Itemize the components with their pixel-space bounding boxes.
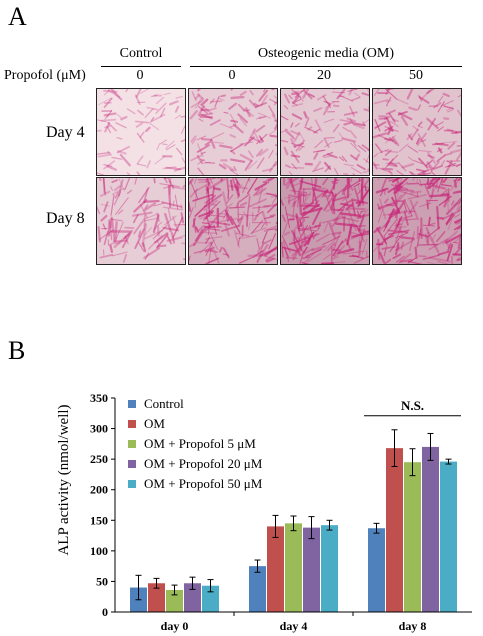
y-tick-label: 150 — [90, 513, 108, 527]
stain-image-tile — [372, 177, 462, 265]
bar — [148, 583, 165, 612]
stain-image-tile — [96, 177, 186, 265]
panel-a-letter: A — [8, 2, 27, 31]
bar — [303, 527, 320, 612]
y-tick-label: 250 — [90, 452, 108, 466]
stain-image-tile — [188, 177, 278, 265]
control-group-rule — [101, 66, 181, 67]
legend-label: OM + Propofol 20 μM — [144, 456, 263, 471]
row-label-day-8: Day 8 — [46, 210, 85, 227]
bar — [202, 585, 219, 612]
bar — [404, 462, 421, 612]
stain-image-tile — [188, 88, 278, 176]
stain-image-tile — [96, 88, 186, 176]
y-tick-label: 300 — [90, 422, 108, 436]
propofol-label: Propofol (μM) — [4, 68, 86, 83]
concentration-label: 0 — [136, 68, 144, 83]
concentration-label: 20 — [317, 68, 331, 83]
panel-b-letter: B — [8, 336, 26, 365]
legend-label: OM + Propofol 50 μM — [144, 476, 263, 491]
concentration-label: 50 — [409, 68, 423, 83]
bar — [267, 526, 284, 612]
concentration-label: 0 — [228, 68, 236, 83]
significance-label: N.S. — [401, 398, 424, 413]
legend-swatch — [128, 400, 136, 408]
row-label-day-4: Day 4 — [46, 124, 85, 141]
legend-swatch — [128, 460, 136, 468]
y-tick-label: 50 — [96, 574, 108, 588]
legend-swatch — [128, 480, 136, 488]
om-group-label: Osteogenic media (OM) — [257, 46, 395, 61]
bar — [249, 566, 266, 612]
om-group-rule — [190, 66, 462, 67]
legend-label: OM + Propofol 5 μM — [144, 436, 256, 451]
y-tick-label: 350 — [90, 391, 108, 405]
bar — [386, 448, 403, 612]
stain-image-tile — [280, 177, 370, 265]
bar — [166, 589, 183, 612]
x-tick-label: day 8 — [399, 619, 427, 633]
stain-image-tile — [280, 88, 370, 176]
bar — [422, 446, 439, 612]
control-group-label: Control — [119, 46, 163, 61]
bar — [184, 583, 201, 612]
y-tick-label: 0 — [102, 605, 108, 619]
y-tick-label: 200 — [90, 483, 108, 497]
x-tick-label: day 4 — [280, 619, 308, 633]
y-axis-label: ALP activity (nmol/well) — [56, 404, 72, 555]
stain-image-tile — [372, 88, 462, 176]
bar — [440, 461, 457, 612]
x-tick-label: day 0 — [161, 619, 189, 633]
legend-label: OM — [144, 416, 165, 431]
bar — [368, 528, 385, 612]
legend-swatch — [128, 440, 136, 448]
bar — [285, 523, 302, 612]
bar — [321, 525, 338, 612]
y-tick-label: 100 — [90, 544, 108, 558]
legend-swatch — [128, 420, 136, 428]
legend-label: Control — [144, 396, 184, 411]
